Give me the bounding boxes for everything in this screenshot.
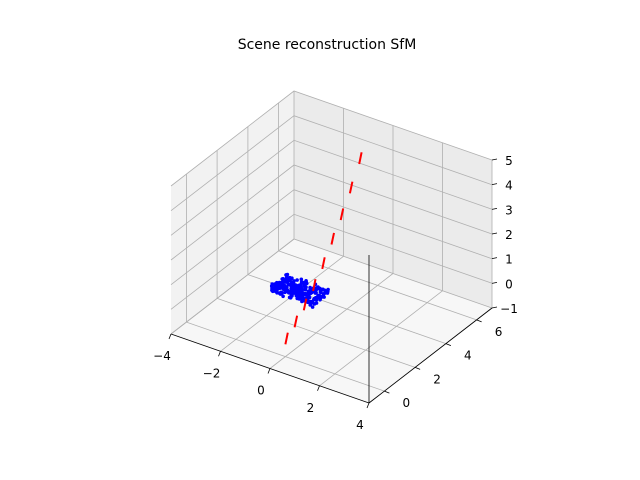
z-tick: [491, 158, 498, 161]
x-tick-label: 4: [356, 418, 364, 432]
point: [273, 289, 278, 294]
point: [298, 290, 302, 294]
x-tick-label: 2: [307, 401, 315, 415]
point: [292, 288, 297, 293]
y-tick: [445, 343, 452, 346]
y-tick: [414, 367, 421, 370]
x-tick: [168, 333, 172, 340]
grid-lines: [170, 90, 493, 404]
z-tick: [491, 183, 498, 186]
point: [299, 277, 304, 282]
z-tick-label: 4: [505, 179, 513, 193]
camera-pose: [339, 208, 345, 221]
z-tick-label: 2: [505, 228, 513, 242]
point: [283, 290, 287, 295]
point: [288, 289, 293, 294]
point: [325, 291, 330, 295]
point: [277, 284, 282, 289]
camera-poses: [284, 152, 363, 345]
x-tick: [366, 402, 370, 409]
x-tick-label: −4: [153, 349, 171, 363]
z-tick: [491, 207, 498, 210]
z-tick: [491, 257, 498, 260]
y-tick-label: 4: [464, 349, 472, 363]
grid-z: [170, 213, 493, 310]
point: [319, 290, 323, 295]
point: [318, 287, 323, 292]
grid-z: [170, 115, 493, 212]
point: [281, 294, 285, 299]
point: [308, 285, 312, 290]
x-tick-label: −2: [203, 366, 221, 380]
grid-z: [170, 90, 493, 187]
point: [281, 278, 285, 283]
point: [282, 283, 287, 288]
point: [273, 284, 277, 289]
x-tick-label: 0: [257, 384, 265, 398]
point-cloud: [269, 272, 330, 309]
tick-marks: [168, 158, 498, 409]
y-tick: [476, 319, 482, 323]
tick-labels: −4 −2 0 2 4 0 2 4 6 −1 0 1 2 3 4 5: [153, 154, 518, 432]
point: [310, 305, 315, 309]
z-tick-label: 5: [505, 154, 513, 168]
point: [303, 284, 307, 289]
point: [288, 296, 293, 300]
point: [292, 281, 296, 286]
y-tick-label: 2: [433, 372, 441, 386]
x-tick: [267, 368, 271, 374]
y-axis-line: [368, 307, 493, 404]
grid-z: [170, 189, 493, 286]
point: [303, 287, 308, 292]
grid-z: [170, 139, 493, 236]
camera-pose: [293, 315, 299, 328]
z-tick: [491, 232, 498, 235]
z-tick: [491, 281, 498, 284]
point: [284, 273, 288, 277]
z-tick-label: 1: [505, 253, 513, 267]
point: [284, 276, 289, 280]
point: [270, 282, 275, 286]
point: [279, 290, 284, 295]
point: [275, 280, 279, 285]
camera-pose: [358, 152, 363, 165]
point: [289, 286, 294, 291]
camera-pose: [284, 332, 289, 345]
camera-pose: [348, 181, 354, 194]
camera-pose: [302, 298, 308, 311]
point: [295, 278, 299, 282]
y-tick: [384, 390, 390, 394]
camera-pose: [312, 278, 317, 292]
point: [299, 282, 303, 287]
point: [304, 280, 309, 284]
point: [312, 302, 317, 306]
point: [306, 295, 311, 300]
point: [306, 289, 311, 294]
axis-panes: [171, 91, 492, 403]
point: [294, 292, 299, 296]
point: [316, 293, 321, 298]
y-tick-label: 6: [495, 325, 503, 339]
x-tick: [317, 385, 320, 391]
camera-pose: [330, 232, 335, 245]
point: [301, 298, 306, 303]
grid-z: [170, 238, 493, 335]
z-tick: [491, 306, 498, 309]
point: [302, 291, 307, 296]
camera-pose: [321, 257, 326, 270]
chart-title: Scene reconstruction SfM: [238, 37, 417, 53]
z-tick-label: 0: [505, 277, 513, 291]
x-tick: [218, 351, 221, 357]
y-tick-label: 0: [403, 396, 411, 410]
point: [308, 300, 312, 304]
grid-z: [170, 164, 493, 261]
point: [298, 293, 303, 298]
z-tick-label: 3: [505, 203, 513, 217]
z-tick-label: −1: [500, 302, 518, 316]
